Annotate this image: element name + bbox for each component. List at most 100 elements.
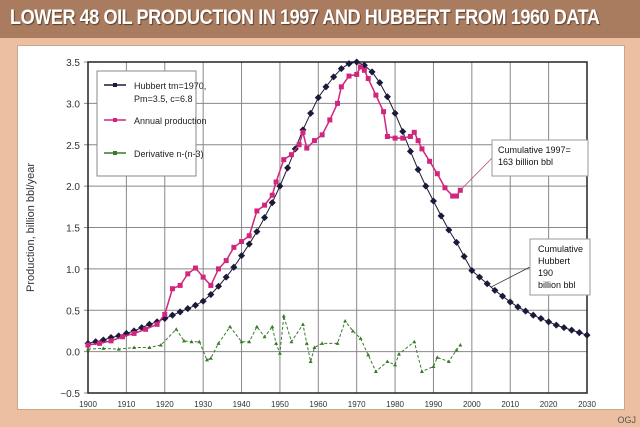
- hubbert-point: [176, 308, 184, 316]
- hubbert-point: [207, 290, 215, 299]
- derivative-point: [312, 345, 317, 349]
- annotation-text: 190: [538, 268, 553, 278]
- derivative-point: [304, 341, 309, 345]
- production-point: [185, 271, 191, 277]
- y-tick-label: 1.5: [66, 224, 80, 235]
- annotation-text: Cumulative 1997=: [498, 145, 571, 155]
- y-tick-label: 3.5: [66, 58, 80, 69]
- y-tick-label: −0.5: [60, 389, 80, 400]
- production-point: [262, 202, 268, 208]
- derivative-point: [335, 341, 340, 345]
- hubbert-point: [429, 197, 437, 205]
- production-point: [365, 76, 371, 82]
- production-point: [415, 138, 421, 144]
- hubbert-point: [383, 93, 391, 101]
- production-point: [254, 208, 260, 214]
- production-point: [192, 265, 198, 271]
- production-point: [169, 286, 175, 292]
- production-point: [358, 64, 364, 70]
- derivative-point: [431, 364, 436, 369]
- production-point: [269, 192, 275, 198]
- production-point: [419, 146, 425, 152]
- hubbert-point: [406, 147, 414, 155]
- production-point: [434, 171, 440, 177]
- x-tick-label: 1960: [309, 400, 327, 409]
- hubbert-point: [337, 65, 345, 73]
- production-point: [162, 311, 168, 317]
- derivative-point: [412, 339, 417, 344]
- title-banner: Lower 48 oil production in 1997 and Hubb…: [0, 0, 640, 38]
- hubbert-point: [560, 324, 568, 332]
- production-point: [373, 92, 379, 98]
- hubbert-point: [199, 297, 207, 305]
- hubbert-point: [583, 331, 591, 339]
- y-tick-label: 2.0: [66, 182, 80, 193]
- annotation-box: [529, 238, 591, 296]
- hubbert-point: [322, 83, 330, 91]
- production-point: [120, 334, 126, 340]
- x-tick-label: 1980: [386, 400, 404, 409]
- y-tick-label: 1.0: [66, 265, 80, 276]
- production-point: [392, 135, 398, 141]
- hubbert-point: [422, 182, 430, 190]
- hubbert-point: [284, 164, 292, 172]
- derivative-point: [289, 339, 294, 344]
- x-tick-label: 1990: [425, 400, 443, 409]
- production-point: [296, 142, 302, 148]
- annotation-leader: [490, 266, 531, 288]
- production-point: [154, 321, 160, 327]
- hubbert-point: [491, 286, 499, 294]
- hubbert-point: [522, 307, 530, 315]
- hubbert-point: [545, 318, 553, 326]
- hubbert-point: [184, 305, 192, 313]
- production-point: [300, 129, 306, 135]
- derivative-point: [393, 362, 398, 367]
- hubbert-point: [222, 273, 230, 281]
- derivative-point: [458, 343, 463, 347]
- production-point: [281, 157, 287, 163]
- legend-label: Hubbert tm=1970,: [134, 81, 206, 91]
- production-point: [338, 84, 344, 90]
- derivative-point: [435, 355, 440, 359]
- derivative-point: [396, 352, 401, 356]
- hubbert-point: [499, 292, 507, 300]
- derivative-point: [228, 324, 233, 329]
- chart-title: Lower 48 oil production in 1997 and Hubb…: [10, 6, 600, 29]
- production-point: [288, 152, 294, 158]
- production-point: [216, 266, 222, 272]
- legend-marker-1: [113, 118, 117, 122]
- derivative-point: [181, 338, 186, 343]
- hubbert-point: [214, 282, 223, 290]
- annotation-text: billion bbl: [538, 280, 576, 290]
- production-point: [442, 185, 448, 191]
- derivative-point: [308, 359, 313, 364]
- production-point: [143, 326, 149, 332]
- credit-label: OGJ: [617, 415, 636, 425]
- derivative-point: [204, 357, 209, 362]
- hubbert-point: [261, 214, 269, 222]
- series-line-2: [87, 315, 461, 373]
- y-axis-label: Production, billion bbl/year: [25, 163, 37, 292]
- derivative-point: [320, 341, 325, 345]
- derivative-point: [446, 359, 451, 364]
- hubbert-point: [468, 266, 476, 275]
- derivative-point: [147, 345, 152, 349]
- derivative-point: [116, 347, 121, 351]
- hubbert-point: [238, 252, 246, 260]
- hubbert-point: [391, 109, 399, 117]
- derivative-point: [86, 347, 90, 351]
- y-tick-label: 3.0: [66, 99, 80, 110]
- production-point: [85, 342, 91, 348]
- production-point: [273, 179, 279, 185]
- derivative-point: [454, 347, 459, 352]
- derivative-point: [366, 352, 371, 357]
- derivative-point: [385, 359, 390, 364]
- derivative-point: [197, 339, 202, 344]
- derivative-point: [274, 341, 279, 345]
- annotation-text: 163 billion bbl: [498, 157, 553, 167]
- production-point: [131, 330, 137, 336]
- production-point: [97, 340, 103, 346]
- derivative-point: [239, 339, 244, 344]
- hubbert-point: [353, 58, 361, 66]
